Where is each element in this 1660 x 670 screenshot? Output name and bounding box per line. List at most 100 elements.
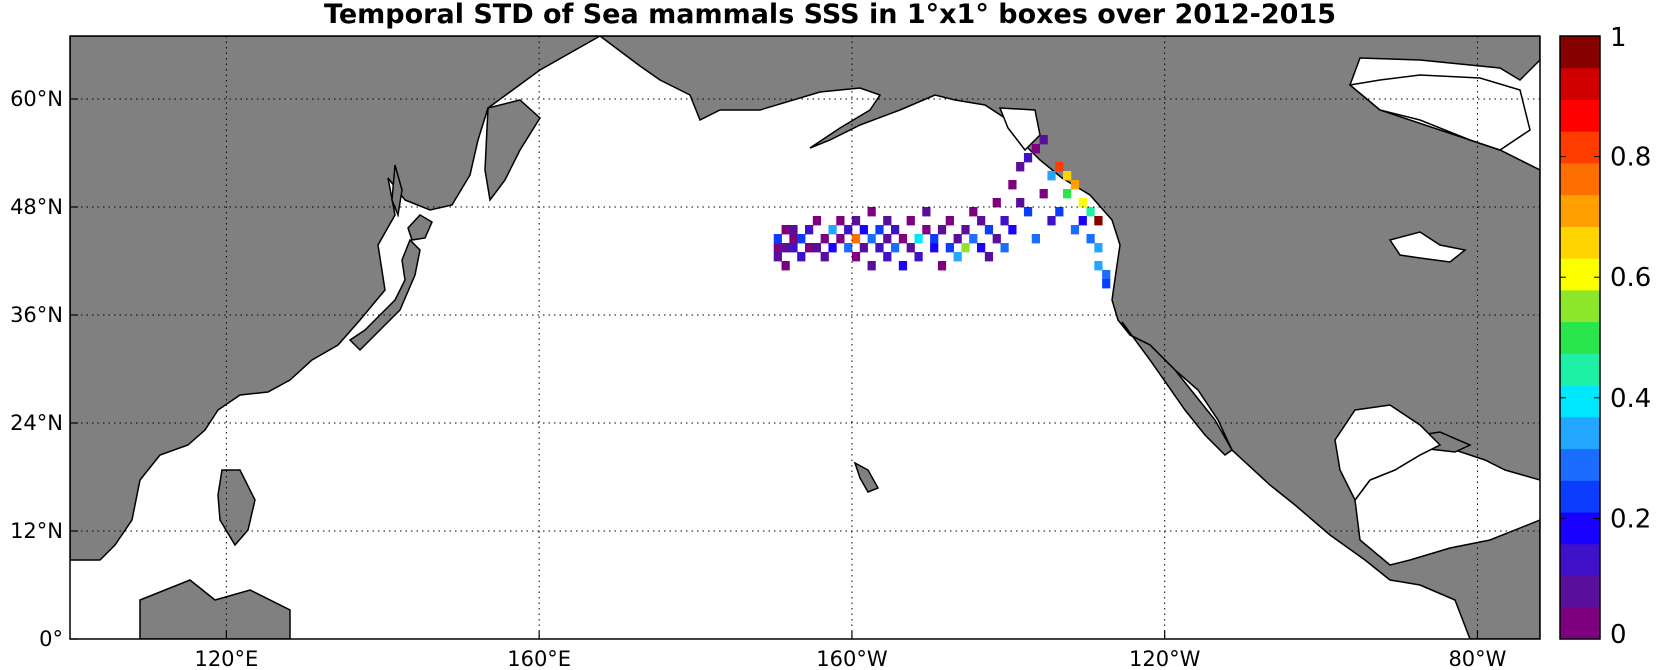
heatmap-cell [851,252,861,262]
colorbar-segment [1560,385,1600,418]
heatmap-cell [789,243,798,253]
heatmap-cell [773,234,782,244]
heatmap-cell [867,261,876,271]
heatmap-cell [1078,198,1087,208]
colorbar-segment [1560,416,1600,450]
heatmap-cell [922,225,931,235]
colorbar-segment [1560,575,1600,608]
chart-title: Temporal STD of Sea mammals SSS in 1°x1°… [324,0,1336,30]
heatmap-cell [891,243,900,253]
colorbar-tick-label: 0.4 [1610,384,1651,414]
heatmap-cell [1047,216,1056,226]
great-lakes [1388,231,1467,263]
heatmap-cell [953,234,962,244]
heatmap-cell [781,243,790,253]
kamchatka-peninsula [484,99,541,202]
heatmap-cell [773,252,782,262]
heatmap-cell [867,207,876,217]
graticule [70,36,1540,639]
heatmap-cell [1063,189,1072,199]
heatmap-cell [1063,171,1072,181]
heatmap-cell [1016,198,1025,208]
north-america-landmass [598,36,1540,639]
heatmap-cell [859,225,868,235]
y-tick-labels: 0° 12°N 24°N 36°N 48°N 60°N [10,87,78,651]
x-tick-label: 160°E [507,647,571,670]
heatmap-cell [789,234,798,244]
heatmap-cell [922,207,931,217]
heatmap-cell [1023,207,1033,217]
alaska-inlet [998,107,1041,152]
hudson-bay [1348,74,1531,151]
heatmap-cell [945,243,954,253]
heatmap-cell [1016,162,1025,172]
heatmap-cell [875,243,884,253]
colorbar-tick-labels: 0 0.2 0.4 0.6 0.8 1 [1560,23,1651,650]
map-frame [69,35,1541,640]
colorbar-segment [1560,194,1600,227]
hawaii-islands [853,461,880,493]
x-tick-label: 120°W [1129,647,1201,670]
x-tick-label: 80°W [1448,647,1506,670]
heatmap-cell [906,216,915,226]
heatmap-cell [1094,243,1103,253]
colorbar-frame [1559,35,1601,640]
heatmap-cell [1094,261,1103,271]
heatmap-cell [836,234,845,244]
colorbar-segment [1560,162,1600,196]
colorbar-segment [1560,353,1600,386]
heatmap-cell [781,261,790,271]
heatmap-cell [851,216,861,226]
heatmap-cell [1023,153,1033,163]
heatmap-cell [1000,243,1009,253]
heatmap-cell [883,252,892,262]
colorbar-segment [1560,607,1600,640]
heatmap-cell [992,198,1001,208]
heatmap-cell [1000,216,1009,226]
heatmap-cell [1078,216,1087,226]
heatmap-cell [977,243,986,253]
colorbar-tick-label: 0 [1610,620,1627,650]
heatmap-cell [1070,225,1080,235]
colorbar-tick-label: 1 [1610,23,1627,53]
y-tick-label: 60°N [10,87,63,111]
heatmap-cell [828,225,837,235]
colorbar-tick-label: 0.6 [1610,263,1651,293]
colorbar-segment [1560,480,1600,513]
heatmap-cell [891,225,900,235]
y-tick-label: 12°N [10,519,63,543]
heatmap-cell [969,234,978,244]
y-tick-label: 0° [39,627,63,651]
heatmap-cell [961,243,970,253]
heatmap-cell [836,216,845,226]
philippines-islands [217,469,256,547]
heatmap-cell [812,243,822,253]
heatmap-cell [937,225,947,235]
japan-island [348,238,421,352]
heatmap-cell [961,225,970,235]
colorbar-segment [1560,289,1600,323]
colorbar-segment [1560,321,1600,354]
gulf-of-mexico [1334,404,1442,502]
indonesia-islands [139,579,291,639]
heatmap-cell [851,234,861,244]
heatmap-cell [844,243,853,253]
heatmap-cell [773,243,782,253]
heatmap-cell [977,216,986,226]
heatmap-cell [1055,162,1064,172]
heatmap-cell [953,252,962,262]
heatmap-cell [820,234,829,244]
heatmap-cell [805,225,814,235]
heatmap-cell [1008,225,1017,235]
heatmap-cell [1039,189,1048,199]
heatmap-cell [1102,270,1111,280]
heatmap-cell [1039,135,1048,145]
heatmap-cell [969,207,978,217]
colorbar-segment [1560,67,1600,100]
baja-california [1121,321,1233,456]
colorbar-segment [1560,258,1600,291]
heatmap-cell [883,234,892,244]
sakhalin-island [391,164,403,218]
x-tick-label: 120°E [194,647,258,670]
